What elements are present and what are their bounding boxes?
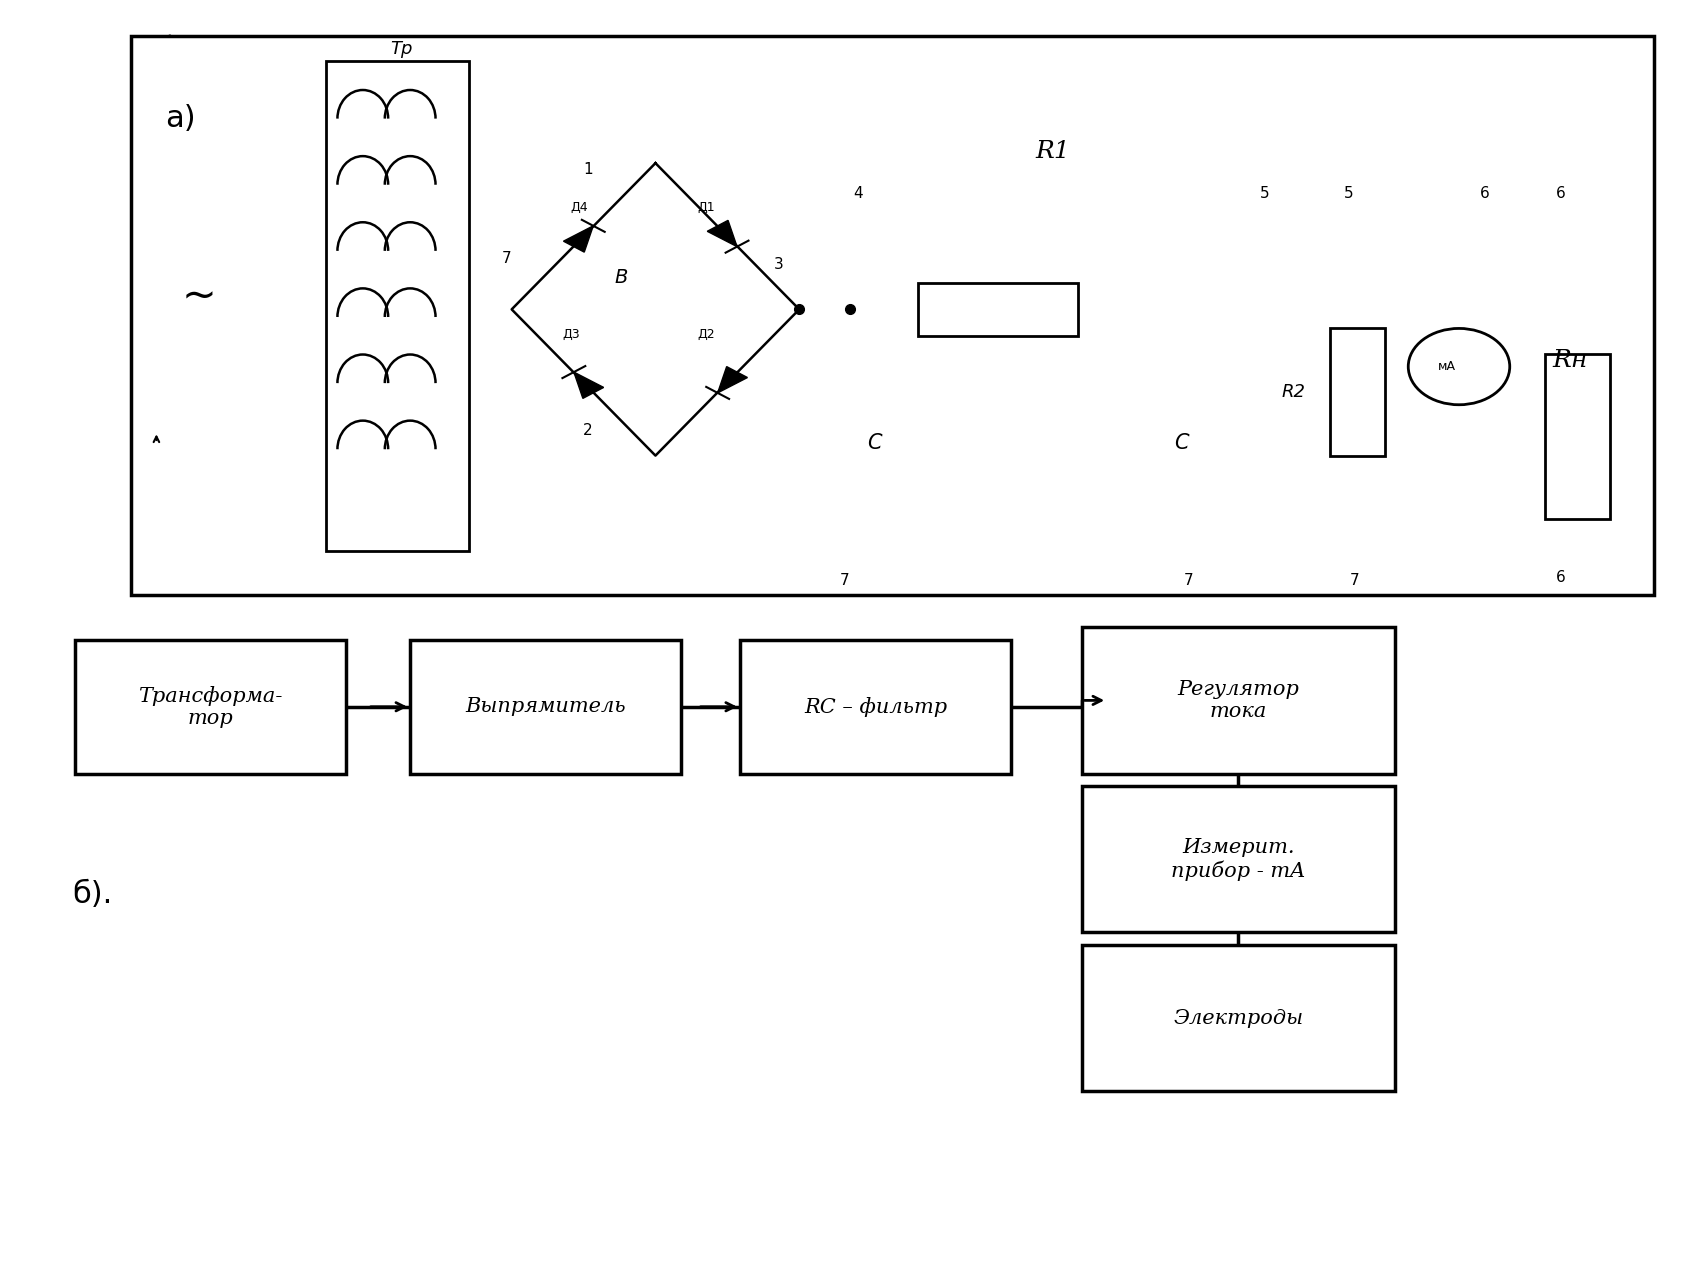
Text: 5: 5 — [1260, 187, 1270, 201]
Text: 6: 6 — [1479, 187, 1489, 201]
Text: мА: мА — [1438, 360, 1457, 372]
Text: Измерит.
прибор - mA: Измерит. прибор - mA — [1171, 838, 1306, 881]
Text: 2: 2 — [583, 422, 593, 438]
Bar — [410, 640, 680, 773]
Text: 1: 1 — [583, 163, 593, 177]
Text: ~: ~ — [182, 275, 216, 317]
Text: C: C — [1173, 433, 1188, 453]
Text: 4: 4 — [853, 187, 864, 201]
Text: Электроды: Электроды — [1173, 1009, 1304, 1028]
Text: R1: R1 — [1035, 140, 1071, 163]
Polygon shape — [717, 366, 748, 393]
Text: Трансформа-
тор: Трансформа- тор — [138, 686, 282, 728]
Bar — [75, 640, 345, 773]
Text: 7: 7 — [1350, 572, 1358, 588]
Text: Д1: Д1 — [697, 201, 716, 214]
Polygon shape — [575, 372, 604, 398]
Text: R2: R2 — [1282, 383, 1306, 401]
Bar — [326, 61, 469, 550]
Text: 3: 3 — [774, 257, 784, 273]
Text: б).: б). — [71, 879, 112, 909]
Text: 7: 7 — [1183, 572, 1193, 588]
Text: Тр: Тр — [391, 40, 413, 58]
Polygon shape — [707, 220, 738, 247]
Text: 6: 6 — [1556, 570, 1566, 585]
Bar — [1081, 945, 1394, 1092]
Text: В: В — [615, 268, 629, 287]
Bar — [1331, 329, 1384, 456]
Text: 7: 7 — [502, 251, 512, 266]
Text: Д3: Д3 — [563, 328, 580, 342]
Bar — [131, 36, 1654, 595]
Text: 5: 5 — [1345, 187, 1353, 201]
Text: Выпрямитель: Выпрямитель — [466, 698, 626, 717]
Bar — [1545, 353, 1610, 520]
Text: Д2: Д2 — [697, 328, 716, 342]
Bar — [918, 283, 1078, 337]
Text: RC – фильтр: RC – фильтр — [804, 696, 947, 717]
Text: C: C — [867, 433, 882, 453]
Text: Д4: Д4 — [571, 201, 588, 214]
Bar — [1081, 786, 1394, 933]
Text: а): а) — [165, 104, 196, 133]
Text: Rн: Rн — [1552, 348, 1588, 371]
Text: 6: 6 — [1556, 187, 1566, 201]
Text: 7: 7 — [840, 572, 850, 588]
Text: Регулятор
тока: Регулятор тока — [1178, 680, 1299, 721]
Polygon shape — [563, 225, 593, 252]
Bar — [740, 640, 1012, 773]
Bar — [1081, 627, 1394, 773]
